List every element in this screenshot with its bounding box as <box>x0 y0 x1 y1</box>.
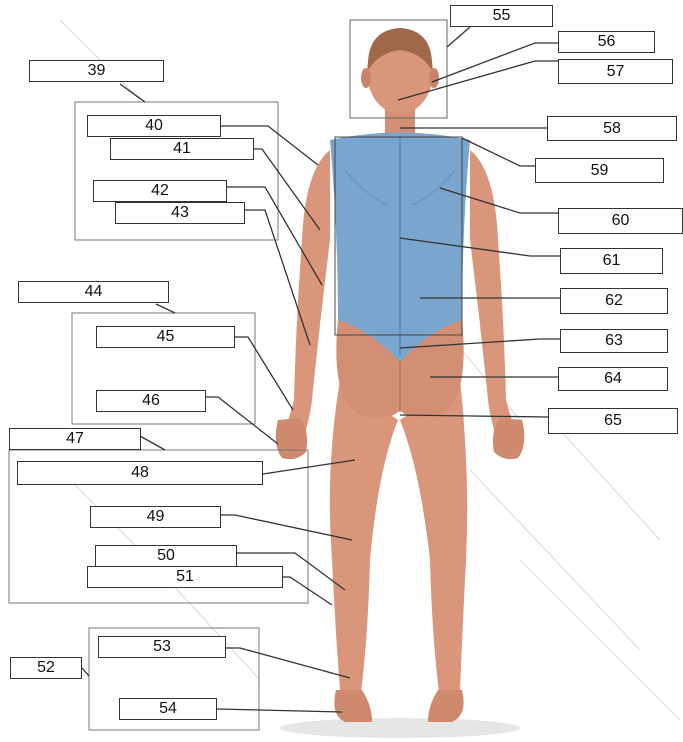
label-52: 52 <box>10 657 82 679</box>
label-56: 56 <box>558 31 655 53</box>
label-45: 45 <box>96 326 235 348</box>
label-40: 40 <box>87 115 221 137</box>
label-49: 49 <box>90 506 221 528</box>
label-59: 59 <box>535 158 664 183</box>
label-57: 57 <box>558 59 673 84</box>
label-50: 50 <box>95 545 237 567</box>
right-hand <box>492 418 525 460</box>
foot-group-box <box>88 627 260 731</box>
leader-lines <box>81 26 560 713</box>
label-44: 44 <box>18 281 169 303</box>
right-leg <box>400 380 468 700</box>
label-54: 54 <box>119 698 217 720</box>
left-arm <box>282 150 330 448</box>
hair <box>367 28 433 70</box>
left-foot <box>334 690 372 722</box>
left-ear <box>361 68 371 88</box>
label-60: 60 <box>558 208 683 234</box>
label-42: 42 <box>93 180 227 202</box>
head-group-box <box>349 19 448 119</box>
label-64: 64 <box>558 367 668 391</box>
label-48: 48 <box>17 461 263 485</box>
label-65: 65 <box>548 408 678 434</box>
label-51: 51 <box>87 566 283 588</box>
right-foot <box>428 690 464 722</box>
floor-shadow <box>280 718 520 738</box>
right-arm <box>470 150 518 448</box>
label-39: 39 <box>29 60 164 82</box>
label-47: 47 <box>9 428 141 450</box>
scapula-contours <box>344 169 456 206</box>
hand-group-box <box>71 312 256 425</box>
left-hand <box>275 418 308 460</box>
left-leg <box>329 380 398 700</box>
label-53: 53 <box>98 636 226 658</box>
label-41: 41 <box>110 138 254 160</box>
label-58: 58 <box>547 116 677 141</box>
label-62: 62 <box>560 288 668 314</box>
label-63: 63 <box>560 329 668 353</box>
label-61: 61 <box>560 248 663 274</box>
lower-limb-group-box <box>8 449 309 604</box>
right-ear <box>429 68 439 88</box>
label-46: 46 <box>96 390 206 412</box>
back-group-box <box>334 136 463 336</box>
label-55: 55 <box>450 5 553 27</box>
label-43: 43 <box>115 202 245 224</box>
